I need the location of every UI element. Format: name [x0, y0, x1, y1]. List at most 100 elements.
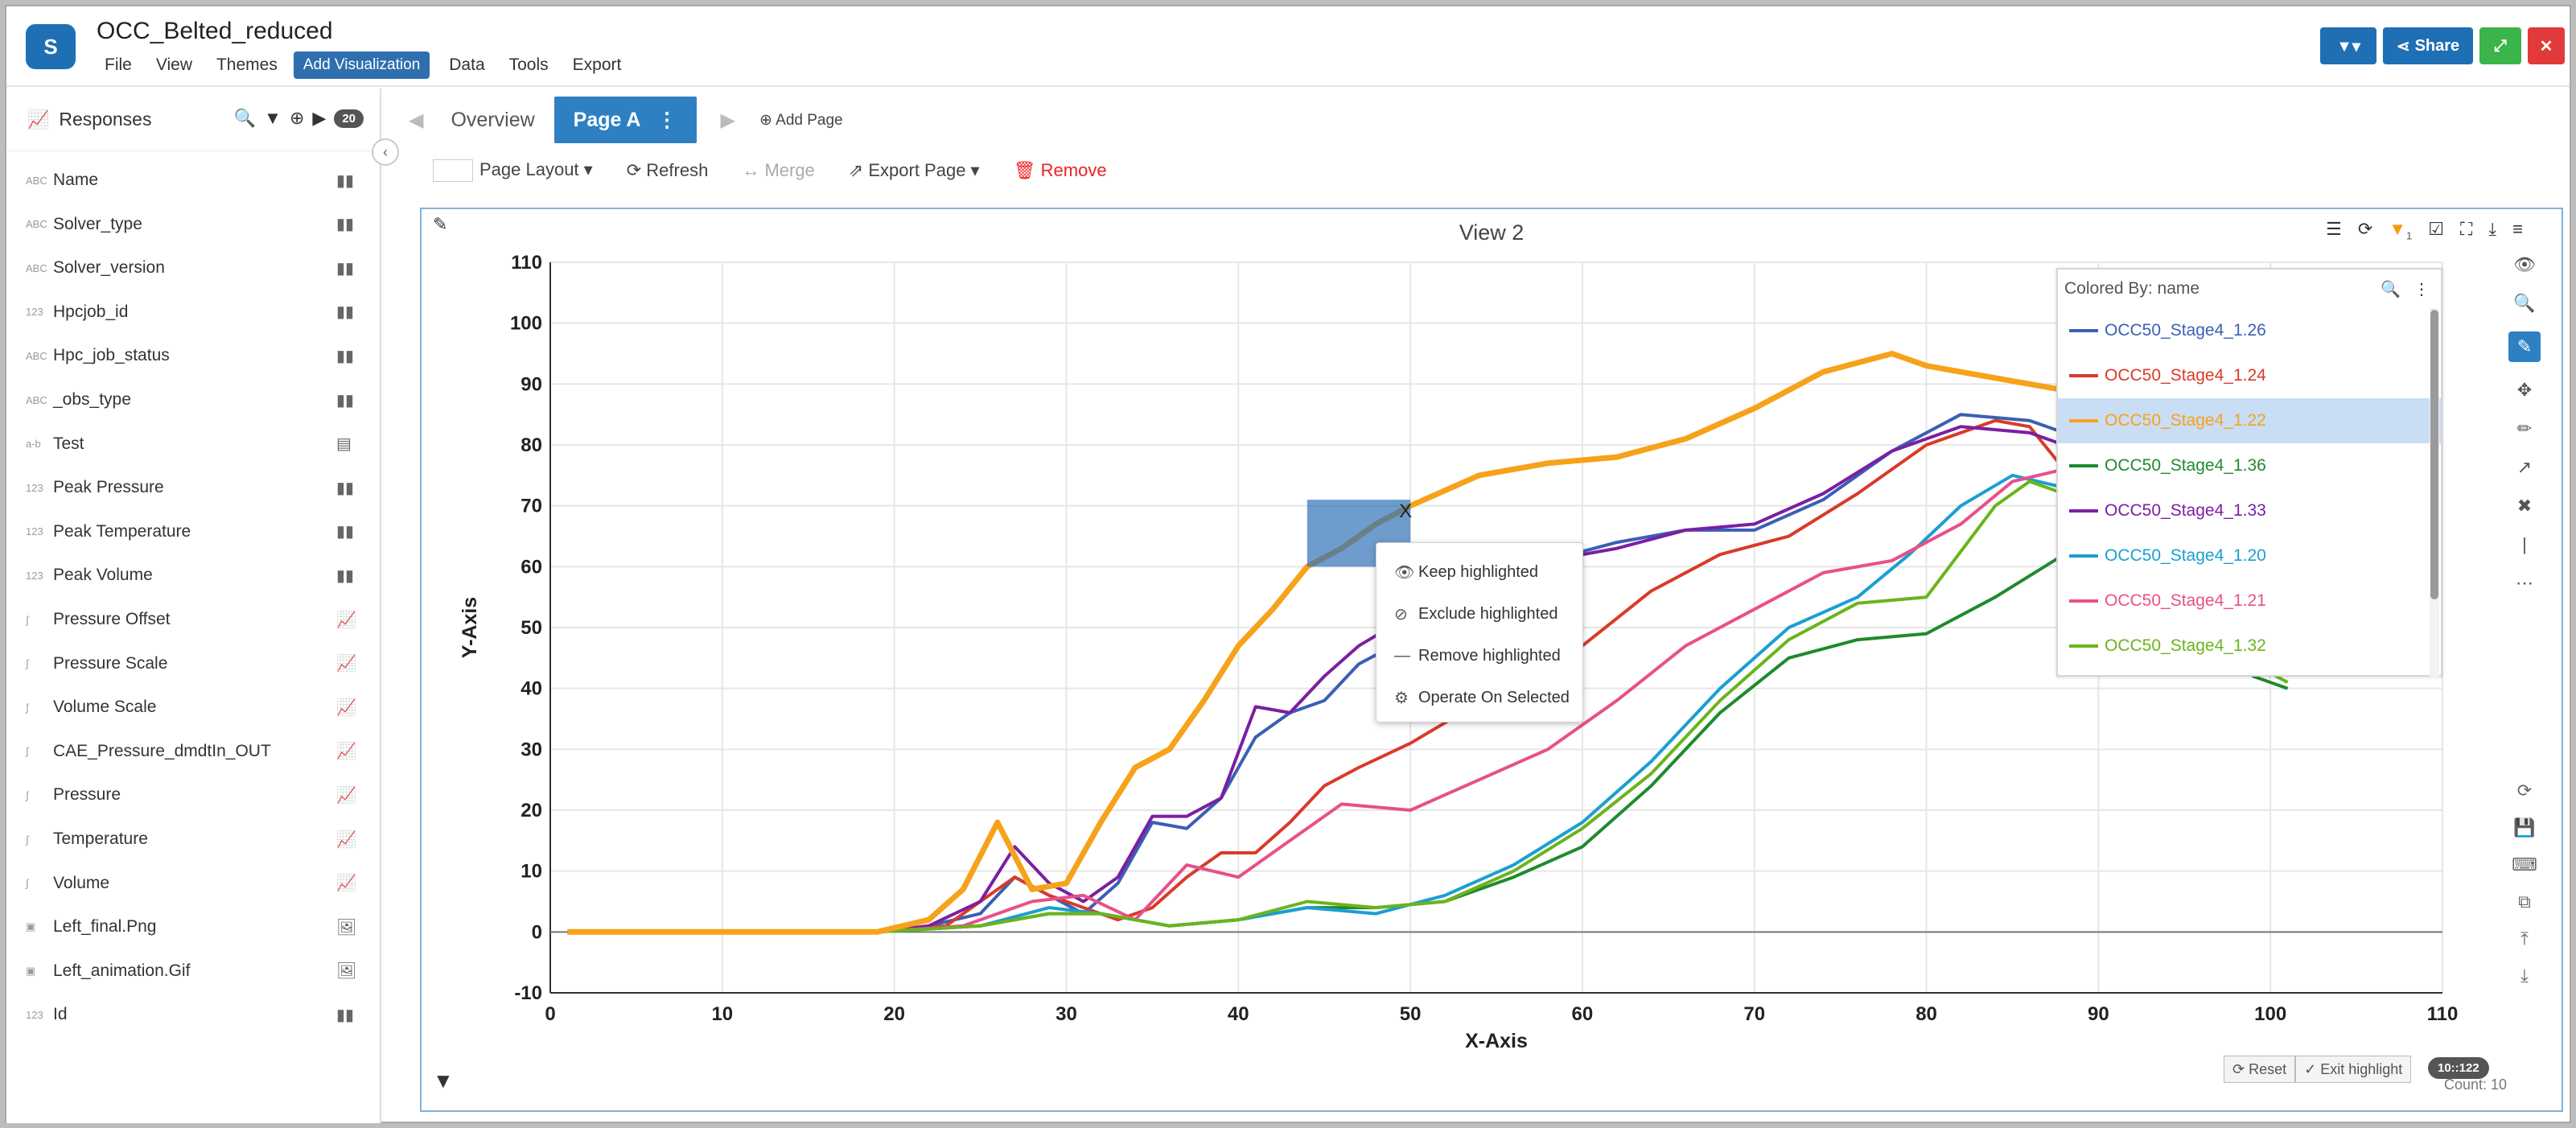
prev-page-icon[interactable]: ◀ — [409, 109, 424, 131]
response-item[interactable]: ∫ Pressure 📈 — [6, 779, 381, 811]
bar-chart-icon[interactable]: ▮▮ — [336, 479, 355, 497]
tab-overview[interactable]: Overview — [451, 108, 535, 131]
response-item[interactable]: ABC Name ▮▮ — [6, 164, 381, 196]
legend-item[interactable]: OCC50_Stage4_1.32 — [2058, 624, 2441, 669]
reset-button[interactable]: ⟳ Reset — [2224, 1056, 2296, 1083]
response-item[interactable]: ∫ Pressure Offset 📈 — [6, 603, 381, 636]
share-button[interactable]: ⋖ Share — [2383, 27, 2473, 64]
filter-icon[interactable]: ▼1 — [2389, 219, 2413, 242]
response-item[interactable]: ABC Solver_version ▮▮ — [6, 252, 381, 284]
legend-item[interactable]: OCC50_Stage4_1.20 — [2058, 533, 2441, 578]
move-icon[interactable]: ✥ — [2516, 380, 2533, 400]
collapse-sidebar-button[interactable]: ‹ — [372, 138, 399, 166]
response-item[interactable]: 123 Peak Pressure ▮▮ — [6, 471, 381, 504]
edit-icon[interactable]: ✎ — [433, 214, 448, 234]
bar-chart-icon[interactable]: ▮▮ — [336, 1006, 355, 1024]
response-item[interactable]: ▣ Left_final.Png 🖼 — [6, 911, 381, 943]
download-icon[interactable]: ⤓ — [2488, 219, 2497, 239]
response-item[interactable]: ∫ Volume 📈 — [6, 867, 381, 900]
legend-scroll-thumb[interactable] — [2430, 310, 2438, 599]
response-item[interactable]: 123 Hpcjob_id ▮▮ — [6, 296, 381, 328]
response-item[interactable]: ∫ CAE_Pressure_dmdtIn_OUT 📈 — [6, 735, 381, 768]
menu-export[interactable]: Export — [572, 56, 622, 74]
legend-item[interactable]: OCC50_Stage4_1.21 — [2058, 578, 2441, 624]
line-chart-icon[interactable]: 📈 — [336, 786, 356, 805]
next-page-icon[interactable]: ▶ — [720, 109, 735, 131]
menu-add-visualization[interactable]: Add Visualization — [293, 51, 430, 79]
copy-icon[interactable]: ⧉ — [2518, 891, 2531, 912]
fullscreen-button[interactable]: ⤢ — [2479, 27, 2521, 64]
zoom-icon[interactable]: 🔍 — [2513, 293, 2536, 313]
refresh-button[interactable]: ⟳ Refresh — [627, 160, 709, 181]
close-button[interactable]: ✕ — [2528, 27, 2565, 64]
line-chart-icon[interactable]: 📈 — [336, 611, 356, 629]
line-chart-icon[interactable]: 📈 — [336, 698, 356, 717]
exit-highlight-button[interactable]: ✓ Exit highlight — [2295, 1056, 2412, 1083]
operate-on-selected-item[interactable]: ⚙ Operate On Selected — [1376, 677, 1582, 718]
bar-chart-icon[interactable]: ▮▮ — [336, 259, 355, 278]
save-icon[interactable]: 💾 — [2513, 817, 2536, 838]
response-item[interactable]: ABC Hpc_job_status ▮▮ — [6, 340, 381, 372]
remove-highlighted-item[interactable]: — Remove highlighted — [1376, 635, 1582, 677]
search-icon[interactable]: 🔍 — [2381, 281, 2401, 298]
line-chart-icon[interactable]: 📈 — [336, 875, 356, 893]
response-item[interactable]: ABC _obs_type ▮▮ — [6, 384, 381, 416]
bar-chart-icon[interactable]: ▮▮ — [336, 347, 355, 365]
menu-themes[interactable]: Themes — [216, 56, 278, 74]
series-line[interactable] — [567, 473, 2065, 934]
series-line[interactable] — [567, 480, 2289, 934]
filter-dropdown-button[interactable]: ▼▾ — [2320, 27, 2376, 64]
bar-chart-icon[interactable]: ▮▮ — [336, 216, 355, 234]
fullscreen-icon[interactable]: ⛶ — [2460, 219, 2473, 239]
image-icon[interactable]: 🖼 — [336, 918, 357, 937]
selection-close-icon[interactable]: X — [1399, 500, 1412, 522]
legend-scrollbar[interactable] — [2430, 308, 2439, 678]
line-chart-icon[interactable]: 📈 — [336, 655, 356, 673]
more-icon[interactable]: ⋯ — [2516, 573, 2533, 593]
response-item[interactable]: 123 Peak Temperature ▮▮ — [6, 516, 381, 548]
response-item[interactable]: ∫ Pressure Scale 📈 — [6, 648, 381, 680]
app-logo-icon[interactable]: S — [26, 24, 76, 69]
settings-sliders-icon[interactable]: ☰ — [2326, 219, 2342, 239]
response-item[interactable]: ∫ Volume Scale 📈 — [6, 691, 381, 723]
image-icon[interactable]: 🖼 — [336, 962, 357, 981]
tools-icon[interactable]: ✖ — [2516, 496, 2533, 516]
table-icon[interactable]: ▤ — [336, 435, 352, 454]
bar-chart-icon[interactable]: ▮▮ — [336, 566, 355, 585]
refresh-icon[interactable]: ⟳ — [2357, 219, 2373, 239]
response-item[interactable]: ABC Solver_type ▮▮ — [6, 208, 381, 241]
bar-chart-icon[interactable]: ▮▮ — [336, 523, 355, 541]
hamburger-menu-icon[interactable]: ≡ — [2512, 219, 2523, 239]
menu-tools[interactable]: Tools — [508, 56, 549, 74]
kebab-menu-icon[interactable]: ⋮ — [2413, 281, 2430, 298]
pencil-icon[interactable]: ✏ — [2516, 418, 2533, 438]
line-chart-icon[interactable]: 📈 — [336, 743, 356, 761]
legend-item[interactable]: OCC50_Stage4_1.36 — [2058, 443, 2441, 488]
kebab-menu-icon[interactable]: ⋮ — [656, 109, 677, 131]
keep-highlighted-item[interactable]: 👁 Keep highlighted — [1376, 551, 1582, 593]
page-layout-button[interactable]: Page Layout ▾ — [433, 159, 593, 183]
menu-view[interactable]: View — [155, 56, 192, 74]
response-item[interactable]: ∫ Temperature 📈 — [6, 823, 381, 855]
legend-item[interactable]: OCC50_Stage4_1.33 — [2058, 488, 2441, 533]
highlight-brush-icon[interactable]: ✎ — [2508, 331, 2541, 362]
response-item[interactable]: 123 Peak Volume ▮▮ — [6, 559, 381, 591]
response-item[interactable]: a-b Test ▤ — [6, 428, 381, 460]
bar-chart-icon[interactable]: ▮▮ — [336, 303, 355, 322]
filter-icon[interactable]: ▼ — [433, 1068, 454, 1093]
response-item[interactable]: 123 Id ▮▮ — [6, 998, 381, 1031]
legend-item[interactable]: OCC50_Stage4_1.22 — [2058, 398, 2441, 443]
arrow-icon[interactable]: ↗ — [2516, 457, 2533, 477]
response-item[interactable]: ▣ Left_animation.Gif 🖼 — [6, 955, 381, 987]
bar-chart-icon[interactable]: ▮▮ — [336, 171, 355, 190]
add-icon[interactable]: ⊕ — [289, 108, 305, 128]
search-icon[interactable]: 🔍 — [233, 108, 257, 128]
export-page-button[interactable]: ⇗ Export Page ▾ — [848, 160, 980, 181]
series-line[interactable] — [567, 467, 2134, 934]
upload-icon[interactable]: ⤒ — [2520, 928, 2529, 949]
bar-chart-icon[interactable]: ▮▮ — [336, 391, 355, 410]
merge-button[interactable]: ↔ Merge — [742, 160, 814, 181]
keyboard-icon[interactable]: ⌨ — [2512, 854, 2537, 875]
add-page-button[interactable]: ⊕ Add Page — [759, 111, 843, 130]
legend-item[interactable]: OCC50_Stage4_1.26 — [2058, 308, 2441, 353]
